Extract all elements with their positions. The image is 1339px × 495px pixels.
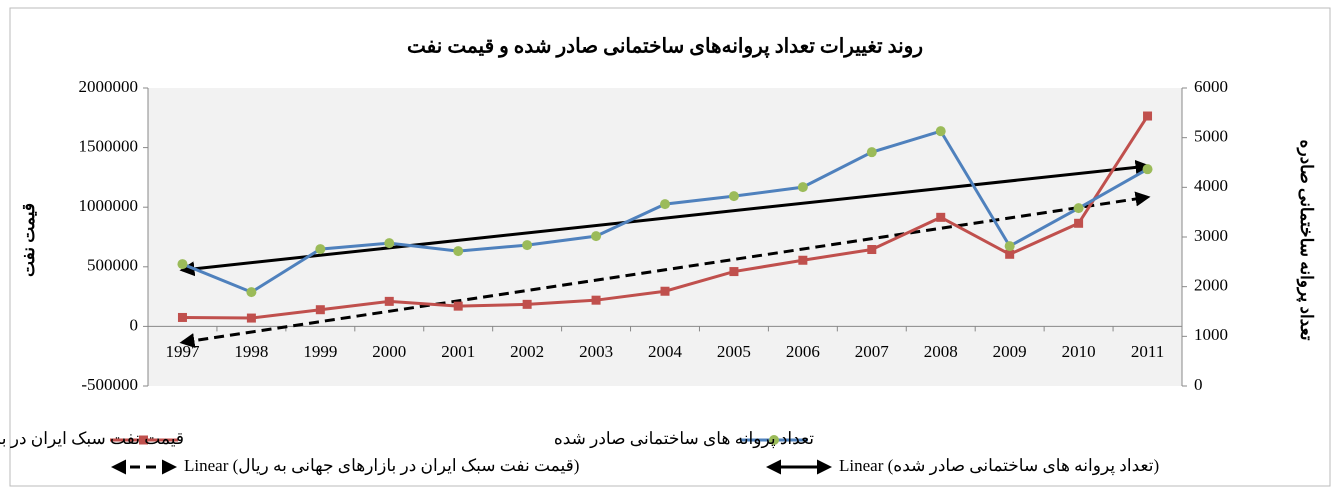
- point: [453, 246, 464, 257]
- y2-tick-label: 4000: [1194, 176, 1228, 195]
- point: [1073, 203, 1084, 214]
- point: [246, 287, 257, 298]
- x-tick-label: 2002: [510, 342, 544, 361]
- x-tick-label: 2001: [441, 342, 475, 361]
- chart-title: روند تغییرات تعداد پروانه‌های ساختمانی ص…: [407, 36, 923, 59]
- y2-tick-label: 6000: [1194, 77, 1228, 96]
- x-tick-label: 2011: [1131, 342, 1164, 361]
- x-tick-label: 2007: [855, 342, 890, 361]
- y2-tick-label: 1000: [1194, 325, 1228, 344]
- legend-marker: [139, 435, 148, 445]
- x-tick-label: 2005: [717, 342, 751, 361]
- x-tick-label: 2000: [372, 342, 406, 361]
- legend-label: Linear (تعداد پروانه های ساختمانی صادر ش…: [839, 456, 1159, 476]
- point: [935, 126, 946, 137]
- x-tick-label: 2006: [786, 342, 820, 361]
- x-tick-label: 2003: [579, 342, 613, 361]
- point: [728, 191, 739, 202]
- x-tick-label: 2009: [993, 342, 1027, 361]
- y2-tick-label: 2000: [1194, 276, 1228, 295]
- point: [315, 305, 325, 315]
- y-axis-title: قیمت نفت: [19, 203, 38, 277]
- point: [315, 244, 326, 255]
- legend-label: Linear (قیمت نفت سبک ایران در بازارهای ج…: [184, 456, 579, 476]
- y-tick-label: 2000000: [79, 77, 139, 96]
- y-tick-label: 1000000: [79, 196, 139, 215]
- point: [1004, 241, 1015, 252]
- y2-tick-label: 0: [1194, 375, 1203, 394]
- point: [798, 255, 808, 265]
- point: [522, 240, 533, 251]
- point: [591, 295, 601, 305]
- y-tick-label: 500000: [87, 256, 138, 275]
- point: [177, 312, 187, 322]
- y-tick-label: 1500000: [79, 137, 139, 156]
- y2-axis-title: تعداد پروانه ساختمانی صادره: [1296, 139, 1316, 340]
- point: [522, 299, 532, 309]
- point: [453, 301, 463, 311]
- point: [1142, 164, 1153, 175]
- x-tick-label: 2010: [1062, 342, 1096, 361]
- y2-tick-label: 3000: [1194, 226, 1228, 245]
- point: [591, 231, 602, 242]
- point: [384, 238, 395, 249]
- x-tick-label: 1997: [165, 342, 200, 361]
- y-tick-label: 0: [130, 315, 139, 334]
- x-tick-label: 1999: [303, 342, 337, 361]
- x-tick-label: 1998: [234, 342, 268, 361]
- point: [729, 267, 739, 277]
- point: [867, 245, 877, 255]
- point: [384, 296, 394, 306]
- legend-marker: [769, 435, 779, 445]
- x-tick-label: 2004: [648, 342, 683, 361]
- point: [936, 212, 946, 222]
- point: [1143, 111, 1153, 121]
- point: [866, 147, 877, 158]
- trendline: [179, 159, 1151, 277]
- y2-tick-label: 5000: [1194, 127, 1228, 146]
- point: [1074, 218, 1084, 228]
- point: [1005, 249, 1015, 259]
- legend-label: تعداد پروانه های ساختمانی صادر شده: [554, 429, 814, 449]
- y-tick-label: -500000: [81, 375, 138, 394]
- point: [177, 259, 188, 270]
- point: [660, 286, 670, 296]
- point: [660, 199, 670, 210]
- point: [246, 313, 256, 323]
- x-tick-label: 2008: [924, 342, 958, 361]
- point: [797, 182, 808, 193]
- legend-label: قیمت نفت سبک ایران در بازارهای جهانی به …: [0, 429, 184, 449]
